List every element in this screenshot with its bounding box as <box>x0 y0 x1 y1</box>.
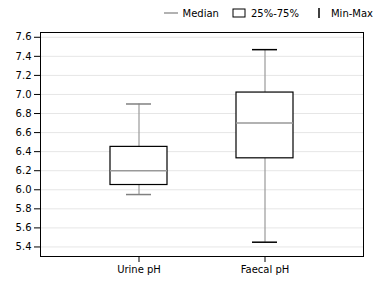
svg-text:6.4: 6.4 <box>16 146 32 157</box>
svg-text:5.6: 5.6 <box>16 222 32 233</box>
svg-text:Urine pH: Urine pH <box>117 264 161 275</box>
svg-text:5.4: 5.4 <box>16 241 32 252</box>
svg-text:6.8: 6.8 <box>16 108 32 119</box>
svg-text:Faecal pH: Faecal pH <box>241 264 290 275</box>
svg-text:7.4: 7.4 <box>16 51 32 62</box>
svg-text:7.2: 7.2 <box>16 70 32 81</box>
svg-text:5.8: 5.8 <box>16 203 32 214</box>
svg-text:6.2: 6.2 <box>16 165 32 176</box>
html-text:25%-75%: 25%-75% <box>250 7 299 19</box>
html-text:Min-Max: Min-Max <box>331 7 373 19</box>
svg-text:6.6: 6.6 <box>16 127 32 138</box>
svg-text:7.6: 7.6 <box>16 31 32 42</box>
html-text:Median: Median <box>182 7 219 19</box>
svg-text:7.0: 7.0 <box>16 89 32 100</box>
svg-text:6.0: 6.0 <box>16 184 32 195</box>
